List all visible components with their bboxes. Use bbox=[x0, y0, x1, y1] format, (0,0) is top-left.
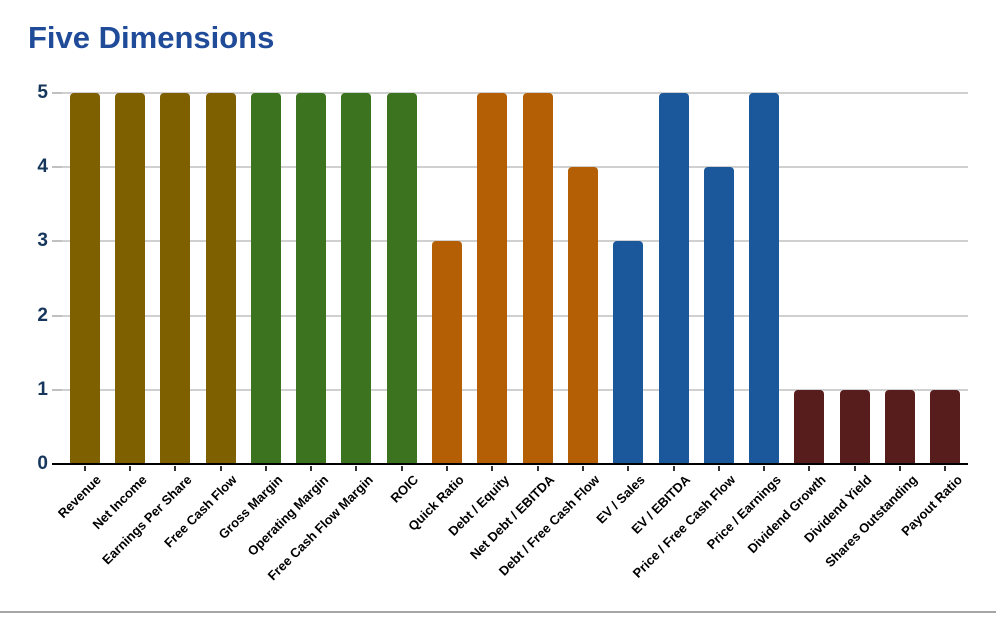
x-axis-tick bbox=[400, 466, 403, 471]
bar-free-cash-flow-margin bbox=[341, 93, 372, 464]
gridline-y-2 bbox=[62, 314, 968, 317]
bar-payout-ratio bbox=[930, 389, 961, 464]
x-axis-tick bbox=[83, 466, 86, 471]
x-axis-tick bbox=[808, 466, 811, 471]
bar-dividend-yield bbox=[839, 389, 870, 464]
bar-net-income bbox=[114, 93, 145, 464]
bar-ev-ebitda bbox=[658, 93, 689, 464]
bar-gross-margin bbox=[250, 93, 281, 464]
x-axis-tick bbox=[355, 466, 358, 471]
x-axis-line bbox=[52, 463, 968, 465]
bar-price-free-cash-flow bbox=[703, 167, 734, 464]
bar-debt-equity bbox=[477, 93, 508, 464]
gridline-y-4 bbox=[62, 166, 968, 169]
x-axis-tick bbox=[717, 466, 720, 471]
x-axis-tick bbox=[264, 466, 267, 471]
y-axis-tick bbox=[52, 240, 62, 243]
y-axis-tick bbox=[52, 166, 62, 169]
y-axis-tick-label-2: 2 bbox=[37, 304, 48, 326]
x-axis-tick bbox=[581, 466, 584, 471]
gridline-y-5 bbox=[62, 92, 968, 94]
x-axis-label-dividend-growth: Dividend Growth bbox=[744, 472, 830, 557]
x-axis-tick bbox=[491, 466, 494, 471]
y-axis-tick bbox=[52, 388, 62, 391]
x-axis-tick bbox=[853, 466, 856, 471]
bar-roic bbox=[386, 93, 417, 464]
x-axis-tick bbox=[174, 466, 177, 471]
bar-debt-free-cash-flow bbox=[567, 167, 598, 464]
footer-divider bbox=[0, 611, 996, 613]
bar-revenue bbox=[69, 93, 100, 464]
y-axis-tick bbox=[52, 314, 62, 317]
bar-chart-plot-area: 0 1 2 3 4 5 Revenue Net Income Earnings Per Shar… bbox=[37, 82, 968, 583]
x-axis-tick bbox=[763, 466, 766, 471]
x-axis-tick bbox=[446, 466, 449, 471]
y-axis-tick-label-0: 0 bbox=[37, 453, 48, 474]
x-axis-tick bbox=[128, 466, 131, 471]
x-axis-tick bbox=[899, 466, 902, 471]
x-axis-tick bbox=[944, 466, 947, 471]
bar-dividend-growth bbox=[794, 389, 825, 464]
bar-quick-ratio bbox=[432, 241, 463, 464]
bar-ev-sales bbox=[613, 241, 644, 464]
y-axis-tick-label-3: 3 bbox=[37, 230, 48, 252]
bar-net-debt-ebitda bbox=[522, 93, 553, 464]
chart-title: Five Dimensions bbox=[28, 20, 275, 55]
bar-free-cash-flow bbox=[205, 93, 236, 464]
y-axis-tick-label-1: 1 bbox=[37, 378, 48, 400]
y-axis-tick bbox=[52, 92, 62, 94]
x-axis-label-net-debt-ebitda: Net Debt / EBITDA bbox=[466, 472, 558, 563]
x-axis-label-roic: ROIC bbox=[387, 472, 422, 506]
x-axis-tick bbox=[627, 466, 630, 471]
bar-earnings-per-share bbox=[160, 93, 191, 464]
bar-price-earnings bbox=[749, 93, 780, 464]
x-axis-tick bbox=[672, 466, 675, 471]
gridline-y-3 bbox=[62, 240, 968, 243]
x-axis-tick bbox=[310, 466, 313, 471]
x-axis-tick bbox=[536, 466, 539, 471]
x-axis-tick bbox=[219, 466, 222, 471]
y-axis-tick-label-5: 5 bbox=[37, 82, 48, 103]
gridline-y-1 bbox=[62, 388, 968, 391]
bar-operating-margin bbox=[296, 93, 327, 464]
x-axis-label-operating-margin: Operating Margin bbox=[244, 472, 331, 559]
bar-shares-outstanding bbox=[885, 389, 916, 464]
y-axis-tick-label-4: 4 bbox=[37, 156, 48, 178]
